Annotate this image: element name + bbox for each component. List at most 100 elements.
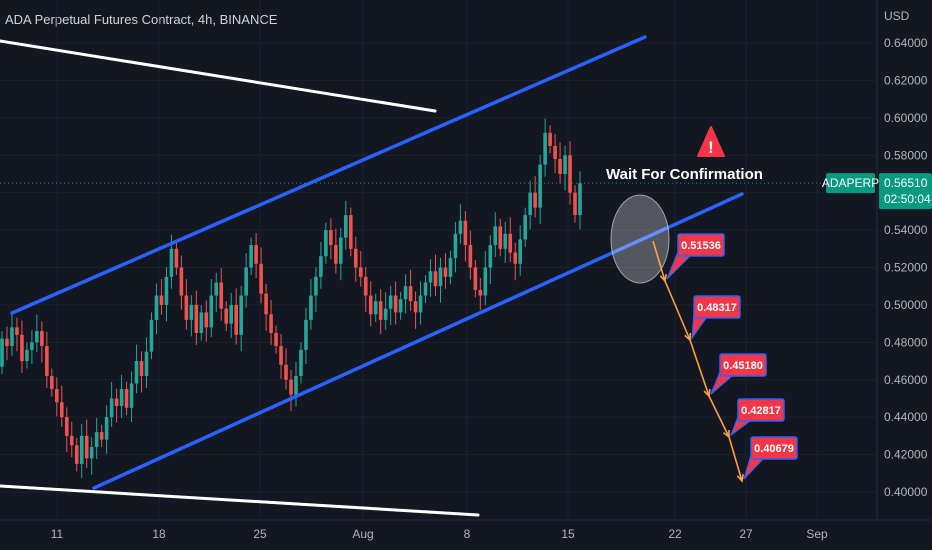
y-tick-label: 0.52000 — [884, 261, 928, 275]
candle-body — [418, 295, 423, 313]
candle-body — [523, 215, 527, 240]
x-tick-label: 11 — [51, 527, 64, 541]
candle-body — [503, 233, 508, 249]
y-tick-label: 0.40000 — [884, 485, 928, 499]
y-tick-label: 0.46000 — [884, 373, 928, 387]
confirmation-ellipse — [610, 194, 670, 284]
candle-body — [244, 267, 248, 296]
candle-body — [40, 331, 44, 347]
candle-body — [45, 346, 49, 377]
candle-body — [274, 332, 278, 347]
candle-body — [144, 351, 149, 377]
candle-body — [483, 267, 488, 296]
candle-body — [329, 230, 333, 246]
candle-body — [249, 245, 253, 268]
channel-upper-line — [10, 35, 647, 315]
candle-body — [199, 312, 204, 333]
x-tick-label: 15 — [561, 527, 575, 541]
y-tick-label: 0.42000 — [884, 448, 928, 462]
y-tick-label: 0.54000 — [884, 223, 928, 237]
x-tick-label: 25 — [253, 527, 267, 541]
candle-body — [314, 276, 318, 296]
candle-body — [558, 158, 562, 174]
candle-body — [348, 215, 353, 249]
trendlines-layer — [0, 35, 877, 517]
candle-body — [204, 312, 209, 328]
target-path-arrowhead — [736, 473, 744, 483]
candle-body — [234, 304, 238, 335]
candle-body — [20, 334, 24, 362]
candle-body — [533, 192, 537, 208]
x-tick-label: 8 — [464, 527, 471, 541]
candle-body — [99, 432, 104, 440]
candle-body — [309, 295, 313, 320]
candle-body — [194, 304, 199, 333]
candle-body — [568, 155, 572, 193]
candle-body — [363, 276, 368, 296]
candle-body — [393, 295, 398, 313]
candle-body — [154, 295, 159, 320]
target-label-text: 0.51536 — [681, 240, 721, 252]
candle-body — [578, 183, 582, 216]
chart-title: ADA Perpetual Futures Contract, 4h, BINA… — [5, 12, 278, 27]
candle-body — [74, 445, 79, 464]
axis-layer: 0.640000.620000.600000.580000.560000.540… — [51, 36, 932, 541]
candle-body — [284, 364, 288, 380]
candle-body — [159, 295, 164, 305]
target-label-box — [719, 353, 767, 377]
candle-body — [164, 276, 169, 305]
candle-body — [528, 192, 532, 216]
candle-body — [279, 346, 283, 365]
candle-body — [229, 304, 234, 324]
candle-body — [124, 389, 129, 408]
annotation-text: Wait For Confirmation — [606, 166, 763, 183]
candle-body — [358, 267, 363, 277]
candle-body — [174, 248, 179, 268]
candle-body — [264, 293, 268, 315]
candle-body — [398, 299, 403, 313]
candle-body — [463, 220, 468, 246]
target-path-segment — [652, 240, 666, 282]
annotations-layer: ! Wait For Confirmation 0.51536 0.48317 0.45… — [606, 126, 798, 483]
candle-body — [84, 435, 89, 459]
target-label-text: 0.40679 — [754, 443, 794, 455]
candle-body — [339, 237, 343, 264]
symbol-label-box — [826, 173, 875, 194]
candle-body — [0, 338, 4, 367]
candle-body — [109, 398, 114, 418]
candle-body — [304, 319, 308, 350]
candle-body — [478, 289, 483, 296]
countdown-text: 02:50:04 — [884, 192, 931, 206]
candle-body — [239, 295, 243, 335]
target-label-box — [693, 295, 741, 319]
candle-body — [473, 267, 478, 290]
warning-icon-mark: ! — [708, 138, 714, 157]
candle-body — [448, 258, 453, 277]
candle-body — [488, 245, 493, 268]
y-tick-label: 0.58000 — [884, 148, 928, 162]
candle-body — [498, 226, 503, 249]
x-tick-label: Aug — [352, 527, 373, 541]
candle-body — [64, 417, 69, 436]
candle-body — [438, 267, 443, 287]
candle-body — [10, 327, 14, 347]
channel-lower-line — [92, 192, 744, 490]
candle-body — [373, 301, 378, 315]
candle-body — [5, 338, 9, 347]
candle-body — [119, 389, 124, 406]
target-path-segment — [689, 339, 710, 397]
target-label-box — [677, 233, 725, 257]
candle-body — [169, 248, 174, 277]
candle-body — [79, 435, 84, 464]
candle-body — [299, 349, 303, 377]
x-tick-label: 27 — [739, 527, 753, 541]
candle-body — [403, 286, 408, 300]
candle-body — [518, 239, 523, 264]
candle-body — [443, 267, 448, 277]
target-label-text: 0.45180 — [723, 360, 763, 372]
candle-body — [289, 379, 293, 395]
candle-body — [433, 271, 438, 287]
candle-body — [209, 295, 214, 328]
candle-body — [69, 435, 74, 446]
